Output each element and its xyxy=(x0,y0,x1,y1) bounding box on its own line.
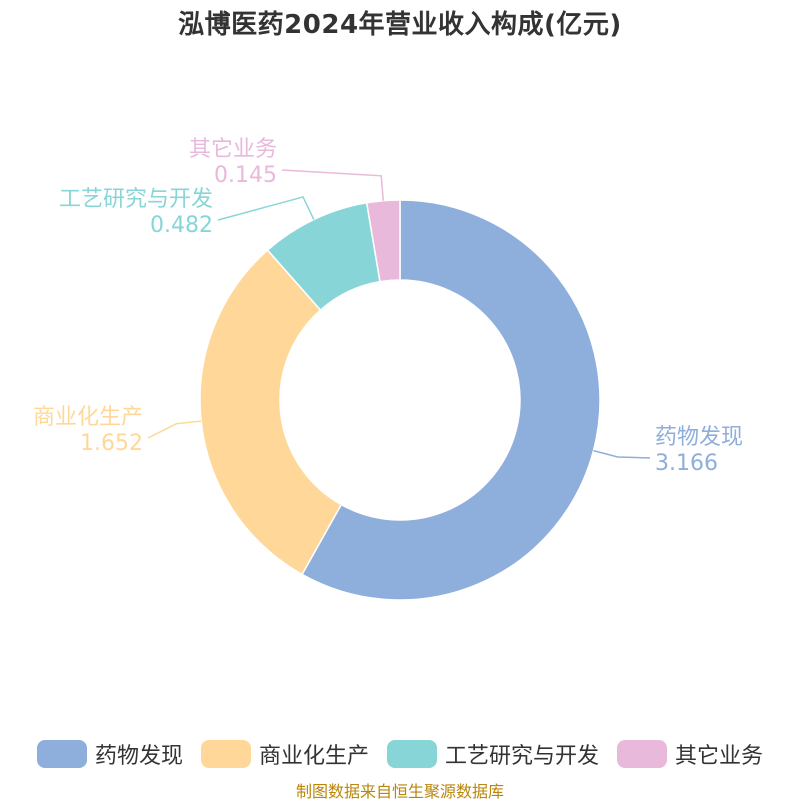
leader-line-process-rnd xyxy=(217,196,315,221)
slice-value-commercial-production: 1.652 xyxy=(80,431,143,456)
legend-label-process-rnd: 工艺研究与开发 xyxy=(445,744,600,769)
legend-label-commercial-production: 商业化生产 xyxy=(258,744,369,769)
legend-item-other-business[interactable]: 其它业务 xyxy=(617,738,763,770)
legend-item-drug-discovery[interactable]: 药物发现 xyxy=(36,738,183,770)
slices-layer xyxy=(199,199,601,601)
slice-drug-discovery[interactable] xyxy=(301,199,601,601)
slice-label-commercial-production: 商业化生产 xyxy=(33,405,143,430)
legend-swatch-drug-discovery xyxy=(36,740,87,768)
slice-other-business[interactable] xyxy=(365,199,401,283)
leader-line-other-business xyxy=(281,169,385,201)
leader-line-commercial-production xyxy=(147,420,202,439)
slice-label-process-rnd: 工艺研究与开发 xyxy=(59,187,213,212)
slice-value-process-rnd: 0.482 xyxy=(150,213,213,238)
chart-legend: 药物发现 商业化生产 工艺研究与开发 其它业务 xyxy=(0,738,800,770)
chart-title: 泓博医药2024年营业收入构成(亿元) xyxy=(178,10,622,40)
legend-item-commercial-production[interactable]: 商业化生产 xyxy=(200,738,369,770)
legend-swatch-process-rnd xyxy=(387,740,437,768)
slice-commercial-production[interactable] xyxy=(199,249,343,576)
slice-label-drug-discovery: 药物发现 xyxy=(655,425,743,450)
leader-line-drug-discovery xyxy=(593,449,651,459)
slice-value-drug-discovery: 3.166 xyxy=(655,451,718,476)
data-source-note: 制图数据来自恒生聚源数据库 xyxy=(295,782,504,801)
slice-value-other-business: 0.145 xyxy=(214,163,277,188)
legend-swatch-commercial-production xyxy=(200,740,251,768)
legend-swatch-other-business xyxy=(617,740,668,768)
leader-lines-layer xyxy=(147,169,651,459)
slice-label-other-business: 其它业务 xyxy=(189,137,277,162)
legend-label-drug-discovery: 药物发现 xyxy=(94,744,183,769)
legend-item-process-rnd[interactable]: 工艺研究与开发 xyxy=(387,738,599,770)
legend-label-other-business: 其它业务 xyxy=(675,744,764,769)
